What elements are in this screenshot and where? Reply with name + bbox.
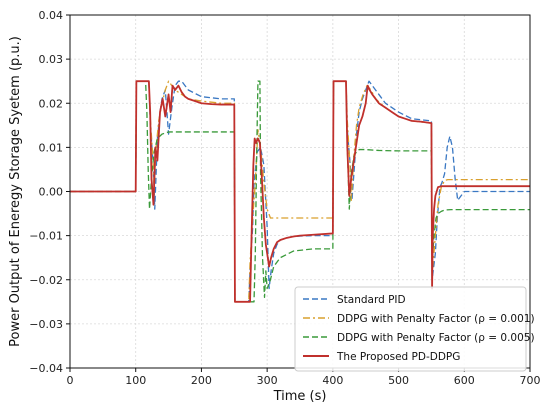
legend-box: [294, 286, 527, 372]
x-tick-label: 500: [388, 374, 409, 387]
x-axis-title: Time (s): [273, 389, 327, 404]
y-tick-label: 0.04: [39, 9, 64, 22]
y-tick-label: −0.04: [29, 362, 63, 375]
x-tick-label: 300: [257, 374, 278, 387]
y-tick-label: 0.02: [39, 97, 64, 110]
series-group: [70, 80, 530, 303]
y-tick-label: 0.00: [39, 186, 64, 199]
y-axis-title: Power Output of Eneregy Storage Syetem (…: [8, 36, 23, 347]
y-tick-label: 0.01: [39, 141, 64, 154]
series-line-4: [70, 80, 530, 303]
x-tick-label: 200: [191, 374, 212, 387]
x-tick-label: 100: [125, 374, 146, 387]
x-axis-ticks: 0 100 200 300 400 500 600 700: [67, 368, 541, 387]
legend-label: DDPG with Penalty Factor (ρ = 0.001): [337, 313, 535, 325]
legend-label: DDPG with Penalty Factor (ρ = 0.005): [337, 332, 535, 344]
legend-label: Standard PID: [337, 294, 406, 306]
legend: Standard PID DDPG with Penalty Factor (ρ …: [294, 286, 535, 372]
y-tick-label: 0.03: [39, 53, 64, 66]
y-tick-label: −0.02: [29, 274, 63, 287]
y-tick-label: −0.01: [29, 230, 63, 243]
y-tick-label: −0.03: [29, 318, 63, 331]
x-tick-label: 700: [520, 374, 541, 387]
x-tick-label: 600: [454, 374, 475, 387]
legend-label: The Proposed PD-DDPG: [336, 351, 460, 363]
x-tick-label: 0: [67, 374, 74, 387]
x-tick-label: 400: [322, 374, 343, 387]
y-axis-ticks: −0.04 −0.03 −0.02 −0.01 0.00 0.01 0.02 0.03 0.04: [29, 9, 70, 375]
